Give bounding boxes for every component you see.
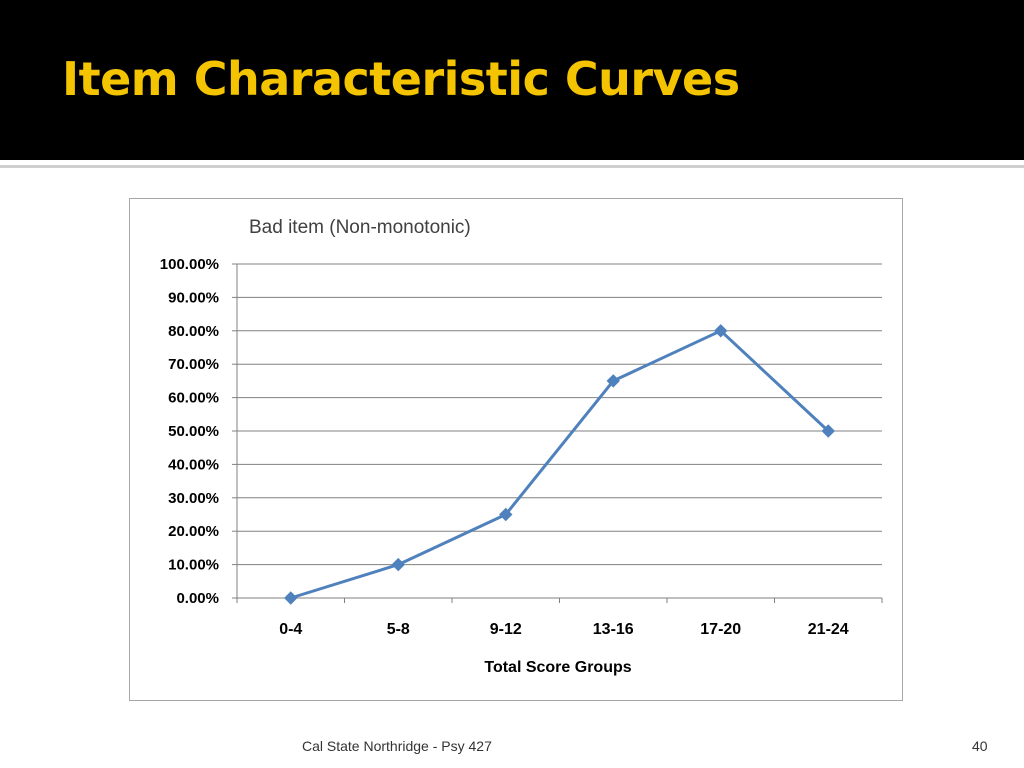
data-point-marker [606, 374, 620, 388]
y-tick-label: 50.00% [168, 423, 219, 440]
data-point-marker [714, 324, 728, 338]
gridlines [237, 263, 882, 599]
page-number: 40 [972, 738, 988, 754]
y-tick-label: 0.00% [176, 590, 219, 607]
data-series [284, 324, 835, 605]
x-tick-label: 0-4 [279, 621, 302, 638]
data-point-marker [284, 591, 298, 605]
title-divider [0, 165, 1024, 168]
x-tick-label: 13-16 [593, 621, 634, 638]
y-tick-label: 90.00% [168, 289, 219, 306]
footer-text: Cal State Northridge - Psy 427 [302, 738, 492, 754]
data-point-marker [821, 424, 835, 438]
x-tick-label: 17-20 [700, 621, 741, 638]
title-bar: Item Characteristic Curves [0, 0, 1024, 160]
x-tick-label: 9-12 [490, 621, 522, 638]
y-tick-label: 10.00% [168, 557, 219, 574]
data-point-marker [499, 507, 513, 522]
chart-frame [129, 198, 903, 701]
y-tick-label: 60.00% [168, 390, 219, 407]
data-point-marker [391, 557, 405, 572]
x-axis-ticks: 0-4 5-8 9-12 13-16 17-20 21-24 [236, 598, 883, 638]
slide-title: Item Characteristic Curves [62, 52, 740, 106]
chart-title: Bad item (Non-monotonic) [249, 217, 471, 238]
y-tick-label: 100.00% [160, 256, 219, 273]
x-tick-label: 5-8 [387, 621, 410, 638]
y-tick-label: 30.00% [168, 490, 219, 507]
x-tick-label: 21-24 [808, 621, 849, 638]
series-line [290, 329, 830, 600]
y-tick-label: 80.00% [168, 323, 219, 340]
y-tick-label: 70.00% [168, 356, 219, 373]
y-axis-ticks: 0.00% 10.00% 20.00% 30.00% 40.00% 50.00% 60.00… [160, 256, 238, 607]
y-tick-label: 40.00% [168, 456, 219, 473]
x-axis-label: Total Score Groups [484, 659, 631, 676]
y-tick-label: 20.00% [168, 523, 219, 540]
